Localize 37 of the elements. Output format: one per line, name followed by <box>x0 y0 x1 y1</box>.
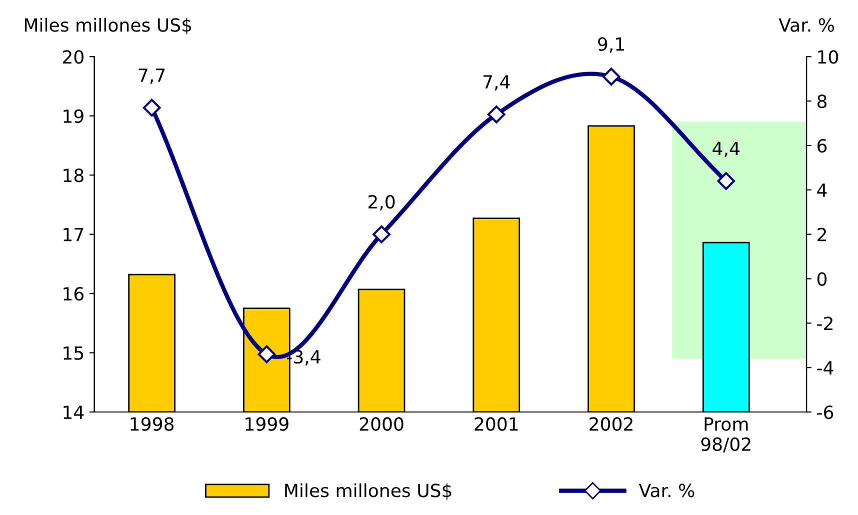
x-tick-label: 2001 <box>474 417 518 431</box>
y-tick-label: 20 <box>63 50 84 64</box>
y-tick-label: 18 <box>64 168 84 182</box>
y2-tick-label: 4 <box>817 184 827 197</box>
x-tick-label: 1998 <box>130 417 174 431</box>
data-label: 4,4 <box>712 142 740 158</box>
y2-tick-label: -4 <box>817 361 834 374</box>
y2-tick-label: 6 <box>818 138 827 153</box>
y-tick-label: 16 <box>64 287 84 301</box>
point <box>142 98 161 117</box>
point <box>717 172 736 190</box>
point <box>602 68 620 86</box>
data-label: 2,0 <box>368 194 395 210</box>
y2-tick-label: 2 <box>818 228 826 242</box>
y-tick-label: 19 <box>64 109 84 123</box>
data-label: 9,1 <box>598 37 624 53</box>
y2-tick-label: 10 <box>818 50 838 64</box>
y-tick-label: 17 <box>64 228 84 242</box>
point <box>372 225 390 244</box>
y2-tick-label: -2 <box>817 316 832 330</box>
x-tick-label: 1999 <box>246 417 288 431</box>
y-tick-label: 15 <box>64 346 84 360</box>
y2-tick-label: -6 <box>817 405 834 420</box>
y2-tick-label: 8 <box>817 94 826 108</box>
x-tick-label: 2002 <box>590 417 632 431</box>
x-tick-label: 2000 <box>360 417 404 431</box>
data-label: 7,4 <box>484 75 510 91</box>
y2-axis-title: Var. % <box>778 18 834 32</box>
point <box>487 105 506 124</box>
point <box>258 345 276 364</box>
x-tick-label: Prom 98/02 <box>701 417 750 452</box>
y-tick-label: 14 <box>64 406 84 419</box>
legend-label: Miles millones US$ <box>285 483 452 500</box>
data-label: 7,7 <box>138 68 165 84</box>
y2-tick-label: 0 <box>817 272 827 286</box>
y-axis-title: Miles millones US$ <box>24 18 192 34</box>
legend-label: Var. % <box>638 484 694 498</box>
